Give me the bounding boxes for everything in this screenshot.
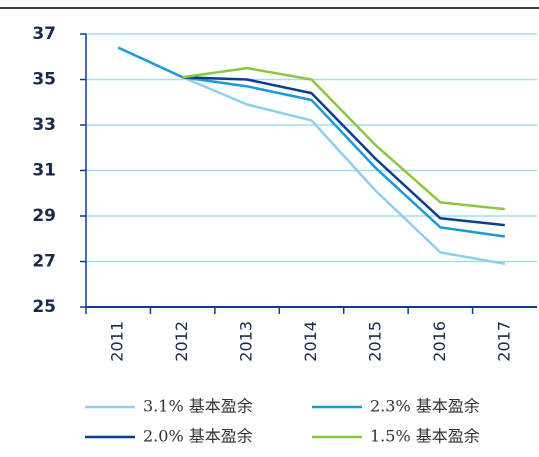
y-tick-label: 27 [32,252,56,272]
legend-label: 2.3% 基本盈余 [370,397,480,416]
x-tick-label: 2014 [301,321,320,362]
legend-label: 2.0% 基本盈余 [143,427,253,446]
series-line [117,46,505,238]
y-tick-label: 35 [32,70,56,90]
x-tick-label: 2012 [172,321,191,362]
y-tick-label: 25 [32,297,56,317]
legend-label: 1.5% 基本盈余 [370,427,480,446]
x-tick-label: 2016 [430,321,449,362]
series-line [182,76,506,266]
legend-label: 3.1% 基本盈余 [143,397,253,416]
y-tick-label: 31 [32,161,56,181]
series-line [182,75,505,227]
y-tick-label: 37 [32,24,56,44]
y-tick-label: 29 [32,206,56,226]
y-tick-label: 33 [32,115,56,135]
x-tick-label: 2017 [494,321,513,362]
x-tick-label: 2013 [237,321,256,362]
x-tick-label: 2015 [365,321,384,362]
x-tick-label: 2011 [108,321,127,362]
series-line [182,66,505,211]
